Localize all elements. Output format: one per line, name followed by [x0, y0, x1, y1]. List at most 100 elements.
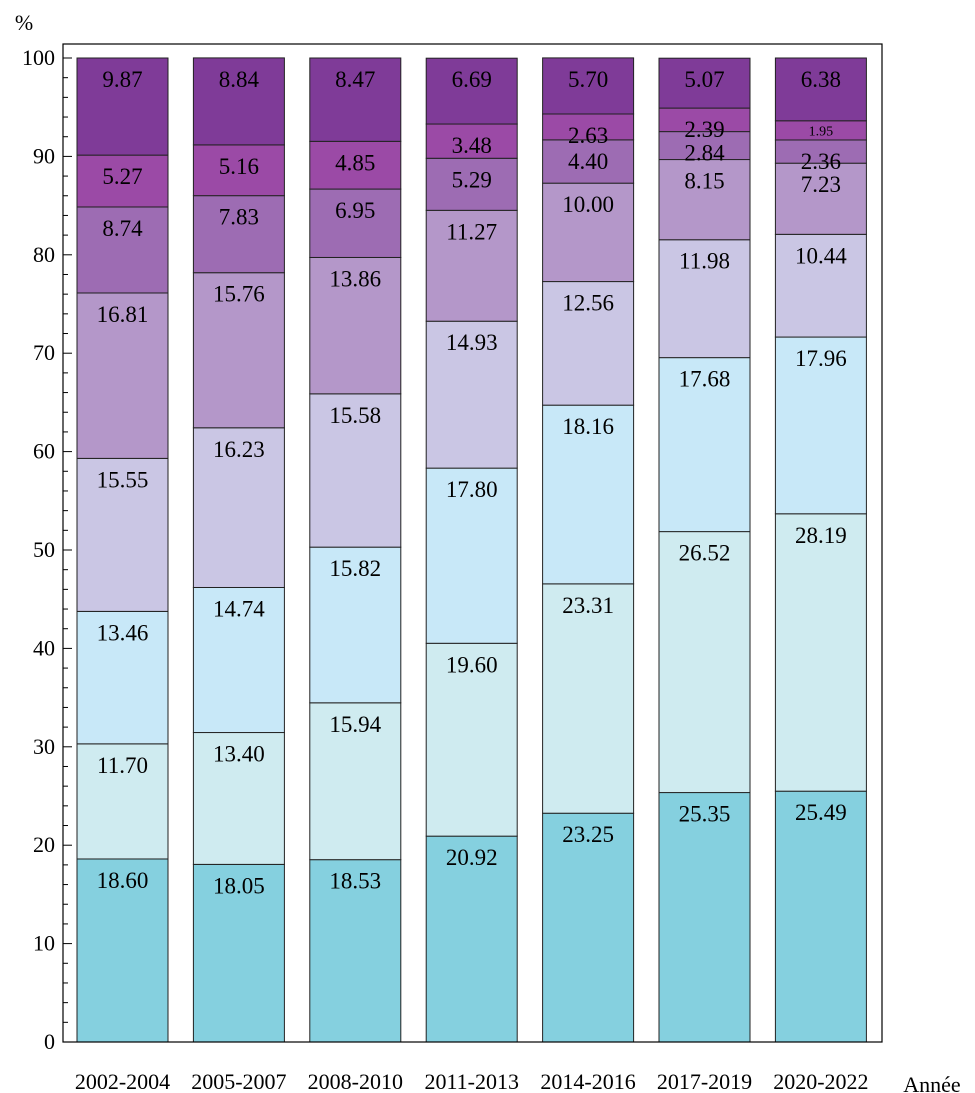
bar-segment — [425, 157, 518, 211]
y-tick-label: 10 — [33, 931, 55, 956]
bar-segment — [309, 393, 402, 548]
data-label: 13.40 — [213, 742, 265, 767]
bar-segment — [76, 57, 169, 156]
bar-segment — [192, 57, 285, 146]
data-label: 23.25 — [562, 822, 614, 847]
data-label: 15.82 — [329, 556, 381, 581]
data-label: 18.16 — [562, 414, 614, 439]
data-label: 12.56 — [562, 291, 614, 316]
data-label: 17.80 — [446, 477, 498, 502]
bar-segment — [774, 336, 867, 515]
bar-segment — [192, 732, 285, 865]
bar-segment — [542, 182, 635, 283]
y-tick-label: 100 — [22, 45, 55, 70]
data-label: 10.44 — [795, 243, 847, 268]
y-tick-label: 90 — [33, 143, 55, 168]
data-label: 6.69 — [452, 67, 492, 92]
x-tick-label: 2014-2016 — [540, 1069, 635, 1093]
bar-segment — [192, 144, 285, 197]
data-label: 8.15 — [684, 169, 724, 194]
data-label: 20.92 — [446, 845, 498, 870]
bar-segment — [774, 162, 867, 235]
bar-segment — [658, 57, 751, 109]
data-label: 8.74 — [102, 216, 143, 241]
data-label: 23.31 — [562, 593, 614, 618]
bar-segment — [425, 467, 518, 644]
data-label: 28.19 — [795, 523, 847, 548]
data-label: 11.27 — [446, 219, 497, 244]
data-label: 18.60 — [97, 868, 149, 893]
y-tick-label: 30 — [33, 734, 55, 759]
bar-segment — [425, 320, 518, 469]
data-label: 11.70 — [97, 753, 148, 778]
data-label: 19.60 — [446, 652, 498, 677]
bar-segment — [774, 513, 867, 792]
data-label: 2.36 — [801, 149, 841, 174]
y-axis-label: % — [15, 10, 33, 35]
data-label: 15.55 — [97, 467, 149, 492]
data-label: 18.05 — [213, 873, 265, 898]
data-label: 5.16 — [219, 154, 259, 179]
bar-segment — [192, 427, 285, 588]
bar-segment — [774, 57, 867, 122]
data-label: 18.53 — [329, 869, 381, 894]
data-label: 14.93 — [446, 330, 498, 355]
bar-segment — [542, 812, 635, 1043]
data-label: 2.63 — [568, 123, 608, 148]
bar-segment — [309, 57, 402, 142]
bar-segment — [425, 642, 518, 837]
bar-segment — [542, 583, 635, 814]
x-axis-label: Année — [903, 1072, 960, 1093]
y-tick-label: 0 — [44, 1029, 55, 1054]
bar-segment — [76, 858, 169, 1043]
data-label: 16.23 — [213, 437, 265, 462]
data-label: 8.47 — [335, 67, 375, 92]
data-label: 15.76 — [213, 282, 265, 307]
data-label: 11.98 — [679, 249, 730, 274]
data-label: 2.39 — [684, 117, 724, 142]
y-tick-label: 70 — [33, 340, 55, 365]
x-tick-label: 2011-2013 — [424, 1069, 519, 1093]
data-label: 7.23 — [801, 172, 841, 197]
data-label: 2.84 — [684, 141, 725, 166]
bar-segment — [542, 404, 635, 585]
y-tick-label: 40 — [33, 635, 55, 660]
bar-segment — [309, 546, 402, 704]
bar-segment — [192, 586, 285, 734]
data-label: 6.38 — [801, 67, 841, 92]
bar-segment — [76, 154, 169, 208]
data-label: 15.58 — [329, 403, 381, 428]
data-label: 15.94 — [329, 712, 381, 737]
bar-segment — [425, 835, 518, 1043]
bar-segment — [192, 272, 285, 429]
x-tick-label: 2008-2010 — [308, 1069, 403, 1093]
data-label: 14.74 — [213, 596, 265, 621]
data-label: 8.84 — [219, 67, 260, 92]
data-label: 9.87 — [102, 67, 142, 92]
x-tick-label: 2002-2004 — [75, 1069, 170, 1093]
bar-segment — [658, 792, 751, 1043]
data-label: 7.83 — [219, 205, 259, 230]
segment-labels-group: 18.60 11.70 13.46 15.55 16.81 8.74 5.27 9.87 18.… — [97, 67, 848, 898]
bar-segment — [76, 292, 169, 459]
bar-segment — [309, 256, 402, 395]
x-tick-label: 2005-2007 — [191, 1069, 286, 1093]
bar-segment — [309, 140, 402, 190]
data-label: 26.52 — [679, 541, 731, 566]
bar-segment — [542, 139, 635, 184]
y-tick-label: 80 — [33, 242, 55, 267]
x-tick-label: 2020-2022 — [773, 1069, 868, 1093]
x-tick-labels: 2002-2004 2005-2007 2008-2010 2011-2013 2014… — [75, 1069, 869, 1093]
y-axis: 0 10 20 30 40 50 60 70 80 90 100 — [22, 45, 72, 1054]
bar-segment — [76, 206, 169, 294]
bar-segment — [658, 159, 751, 241]
bars-group — [76, 57, 867, 1043]
bar-segment — [76, 457, 169, 612]
data-label: 10.00 — [562, 192, 614, 217]
y-tick-label: 50 — [33, 537, 55, 562]
data-label: 25.35 — [679, 802, 731, 827]
data-label: 17.96 — [795, 346, 847, 371]
bar-segment — [658, 531, 751, 794]
data-label: 5.70 — [568, 67, 608, 92]
